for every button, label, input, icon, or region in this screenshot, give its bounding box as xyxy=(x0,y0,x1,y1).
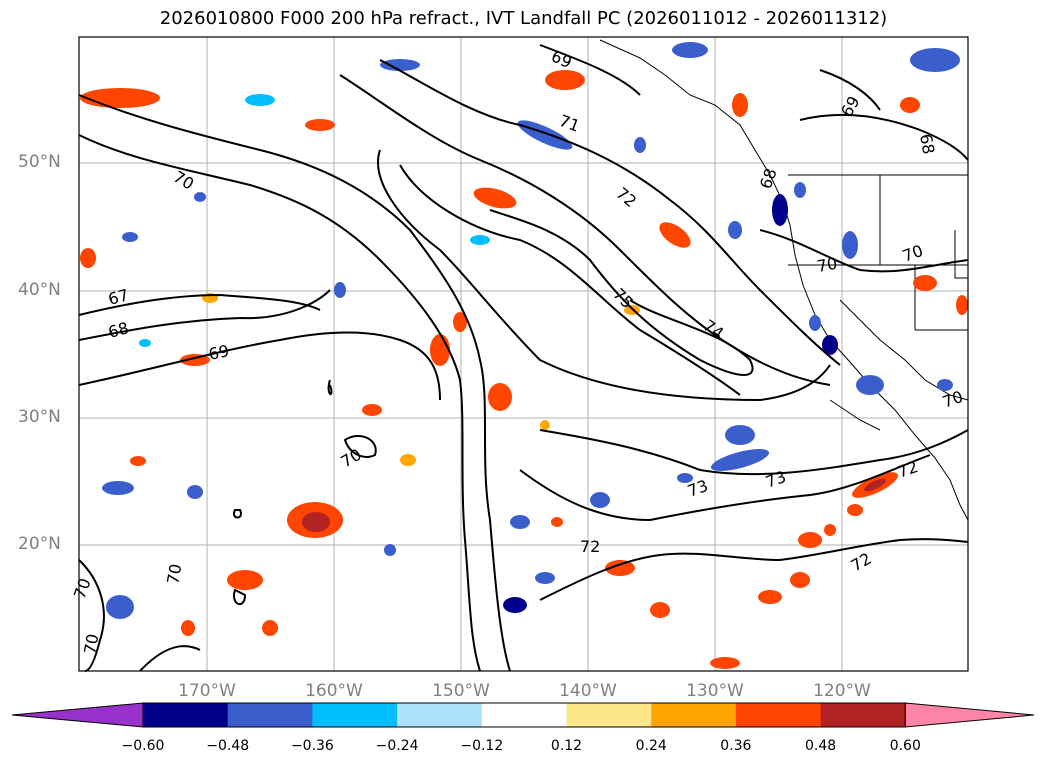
negative-patches xyxy=(102,42,960,619)
contour-label: 72 xyxy=(848,549,875,576)
colorbar-frame xyxy=(142,702,906,728)
map-frame xyxy=(78,36,969,672)
contour-label: 70 xyxy=(338,445,365,472)
colorbar-swatch xyxy=(481,703,567,727)
contour-label: 68 xyxy=(916,132,938,155)
lat-label: 40°N xyxy=(18,280,61,300)
contour-label: 72 xyxy=(580,537,600,556)
colorbar-swatch xyxy=(143,703,229,727)
colorbar-swatch xyxy=(312,703,398,727)
colorbar-swatch xyxy=(820,703,906,727)
colorbar-tick-label: 0.60 xyxy=(889,738,921,754)
lon-label: 130°W xyxy=(686,681,744,701)
contour-label: 70 xyxy=(900,241,926,266)
colorbar-tick-label: −0.24 xyxy=(375,738,419,754)
lat-label: 30°N xyxy=(18,407,61,427)
colorbar-tick-label: 0.48 xyxy=(805,738,837,754)
chart-title: 2026010800 F000 200 hPa refract., IVT La… xyxy=(159,8,888,29)
contour-label: 73 xyxy=(763,467,789,492)
colorbar-extend-low xyxy=(11,702,144,728)
colorbar-tick-label: 0.24 xyxy=(635,738,667,754)
colorbar-tick-label: −0.60 xyxy=(121,738,165,754)
graticule xyxy=(79,37,968,671)
colorbar-swatch xyxy=(651,703,737,727)
lon-label: 120°W xyxy=(813,681,871,701)
contour-label: 70 xyxy=(80,632,102,655)
colorbar-tick-label: −0.48 xyxy=(206,738,250,754)
colorbar-swatch xyxy=(735,703,822,727)
contour-label: 74 xyxy=(700,316,728,343)
contour-label: 69 xyxy=(207,341,231,364)
contour-label: 67 xyxy=(106,285,131,309)
contour-label: 72 xyxy=(612,184,640,212)
contour-label: 70 xyxy=(70,576,95,602)
colorbar xyxy=(11,702,1035,728)
colorbar-extend-high xyxy=(904,702,1035,728)
colorbar-tick-label: 0.12 xyxy=(550,738,583,754)
colorbar-swatch xyxy=(566,703,652,727)
colorbar-tick-label: 0.36 xyxy=(720,738,752,754)
contour-label: 68 xyxy=(106,318,131,342)
contour-label: 71 xyxy=(557,111,583,136)
lat-label: 20°N xyxy=(18,534,61,554)
colorbar-tick-label: −0.12 xyxy=(460,738,504,754)
colorbar-swatch xyxy=(227,703,313,727)
lon-label: 160°W xyxy=(305,681,363,701)
lat-label: 50°N xyxy=(18,152,61,172)
contour-label: 70 xyxy=(163,562,185,585)
contour-label: 70 xyxy=(815,254,838,276)
lon-label: 150°W xyxy=(432,681,490,701)
colorbar-tick-label: −0.36 xyxy=(290,738,334,754)
colorbar-swatch xyxy=(397,703,483,727)
contour-label: 68 xyxy=(756,166,781,192)
coastline xyxy=(599,39,969,521)
refractivity-contours xyxy=(78,44,969,672)
lon-label: 140°W xyxy=(559,681,617,701)
positive-patches xyxy=(80,70,968,669)
lon-label: 170°W xyxy=(178,681,236,701)
